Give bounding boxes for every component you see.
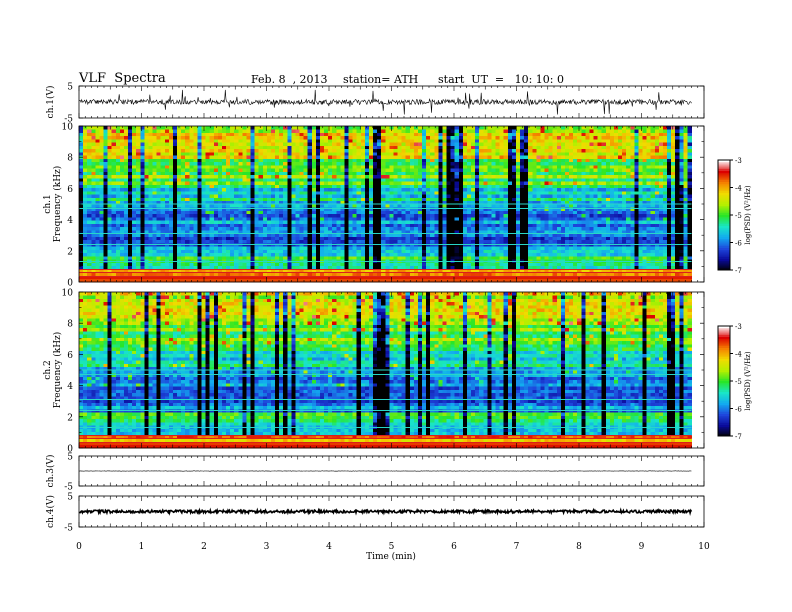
y-tick-label: 10 (62, 289, 74, 299)
colorbar-tick-label: -5 (735, 378, 742, 386)
channel-axis-label: ch.1(V) (45, 86, 56, 119)
y-tick-label: 6 (67, 185, 73, 195)
x-tick-label: 3 (264, 542, 270, 552)
panel-1: 5 -5 ch.1(V) (45, 83, 705, 125)
y-tick-label: 4 (67, 382, 73, 392)
x-axis: 0 1 2 3 4 5 6 7 8 9 10 Time (min) (76, 542, 710, 562)
station-label: station= ATH (343, 73, 419, 86)
x-tick-label: 5 (389, 542, 395, 552)
y-tick-label: 2 (67, 247, 73, 257)
x-tick-label: 9 (639, 542, 645, 552)
panel-4: 5 -5 ch.3(V) (45, 453, 705, 493)
y-tick-label: -5 (64, 483, 73, 493)
colorbar-label: log(PSD) (V²/Hz) (744, 351, 752, 410)
y-tick-label: 6 (67, 351, 73, 361)
frequency-axis-label: Frequency (kHz) (52, 166, 63, 243)
channel-axis-label: ch.3(V) (45, 455, 56, 488)
colorbar-tick-label: -7 (735, 433, 742, 441)
panel-2: -3 -4 -5 -6 -7 log(PSD) (V²/Hz) 0 2 4 6 8 10 ch.1 Fre… (43, 123, 752, 289)
y-tick-label: 2 (67, 413, 73, 423)
waveform-trace (78, 507, 693, 516)
colorbar-tick-label: -5 (735, 212, 742, 220)
colorbar-tick-label: -4 (735, 351, 742, 359)
panel-3: -3 -4 -5 -6 -7 log(PSD) (V²/Hz) 0 2 4 6 8 10 ch.2 Fre… (43, 289, 752, 455)
x-tick-label: 7 (514, 542, 520, 552)
y-tick-label: 8 (67, 154, 73, 164)
figure-title: VLF Spectra (79, 71, 166, 86)
colorbar-tick-label: -4 (735, 185, 742, 193)
y-tick-label: 0 (67, 445, 73, 455)
x-tick-label: 2 (201, 542, 207, 552)
colorbar-tick-label: -3 (735, 157, 742, 165)
x-tick-label: 1 (139, 542, 145, 552)
frequency-axis-label: Frequency (kHz) (52, 332, 63, 409)
colorbar-tick-label: -6 (735, 240, 742, 248)
colorbar-2: -3 -4 -5 -6 -7 log(PSD) (V²/Hz) (717, 323, 752, 441)
channel-label: ch.1 (43, 194, 53, 213)
y-tick-label: 5 (67, 83, 73, 93)
x-tick-label: 4 (326, 542, 332, 552)
colorbar-tick-label: -7 (735, 267, 742, 275)
y-tick-label: -5 (64, 524, 73, 534)
y-tick-label: 8 (67, 320, 73, 330)
y-tick-label: 4 (67, 216, 73, 226)
channel-label: ch.2 (43, 360, 53, 379)
colorbar-tick-label: -6 (735, 406, 742, 414)
colorbar-1: -3 -4 -5 -6 -7 log(PSD) (V²/Hz) (717, 157, 752, 275)
y-tick-label: 10 (62, 123, 74, 133)
date-label: Feb. 8 , 2013 (251, 73, 328, 86)
x-tick-label: 8 (576, 542, 582, 552)
y-tick-label: 0 (67, 279, 73, 289)
spectrogram-2 (79, 292, 692, 449)
waveform-trace (79, 89, 692, 115)
y-tick-label: 5 (67, 493, 73, 503)
spectrogram-1 (79, 126, 692, 283)
start-time-label: start UT = 10: 10: 0 (438, 73, 565, 86)
x-tick-label: 10 (698, 542, 710, 552)
colorbar-tick-label: -3 (735, 323, 742, 331)
channel-axis-label: ch.4(V) (45, 495, 56, 528)
x-tick-label: 6 (451, 542, 457, 552)
panel-5: 5 -5 ch.4(V) (45, 493, 705, 534)
x-axis-label: Time (min) (366, 551, 416, 562)
y-tick-label: -5 (64, 115, 73, 125)
colorbar-label: log(PSD) (V²/Hz) (744, 185, 752, 244)
x-tick-label: 0 (76, 542, 82, 552)
y-tick-label: 5 (67, 453, 73, 463)
